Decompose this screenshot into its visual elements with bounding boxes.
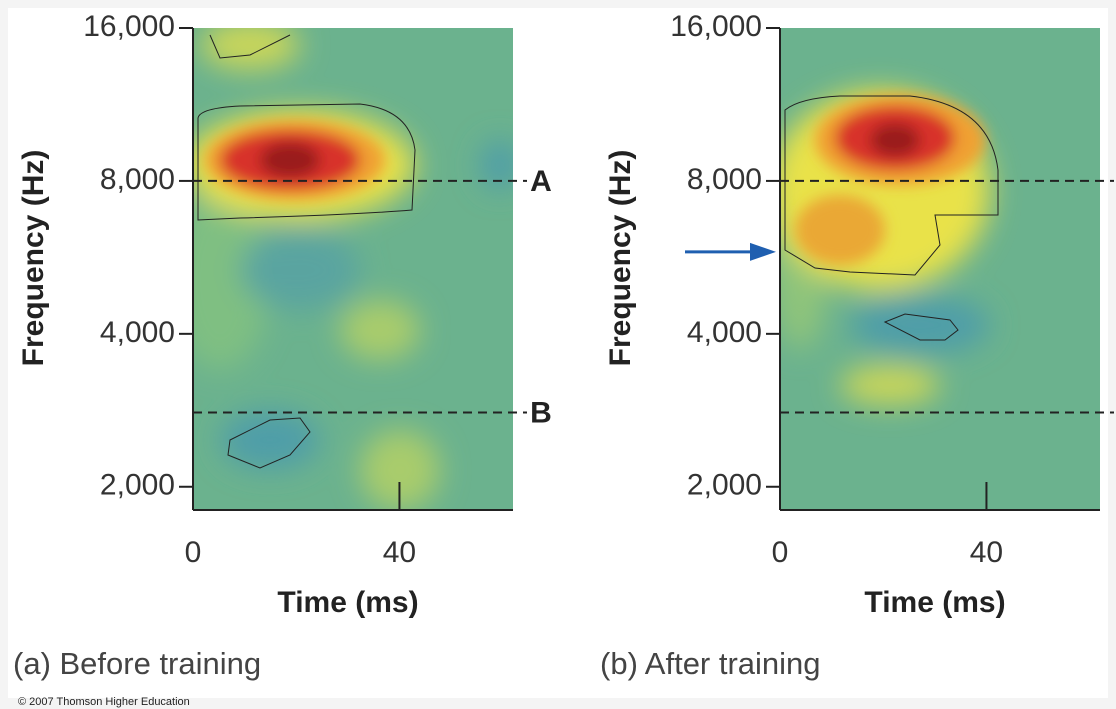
y-tick-label: 4,000	[687, 316, 762, 349]
y-tick-label: 8,000	[100, 163, 175, 196]
caption: (b) After training	[600, 646, 821, 681]
y-axis-title: Frequency (Hz)	[604, 150, 637, 367]
copyright: © 2007 Thomson Higher Education	[18, 696, 190, 708]
arrow-head	[750, 242, 776, 261]
y-tick-label: 8,000	[687, 163, 762, 196]
x-tick-label: 0	[772, 536, 789, 569]
x-tick-label: 40	[383, 536, 416, 569]
x-axis-title: Time (ms)	[277, 586, 418, 619]
y-tick-label: 16,000	[83, 10, 175, 43]
x-tick-label: 40	[970, 536, 1003, 569]
y-tick-label: 4,000	[100, 316, 175, 349]
x-tick-label: 0	[185, 536, 202, 569]
heatmap-b	[780, 28, 1100, 510]
x-axis-title: Time (ms)	[864, 586, 1005, 619]
y-tick-label: 16,000	[670, 10, 762, 43]
y-tick-label: 2,000	[687, 469, 762, 502]
reference-label: A	[530, 165, 552, 198]
y-axis-title: Frequency (Hz)	[17, 150, 50, 367]
heatmap-a	[193, 28, 513, 510]
y-tick-label: 2,000	[100, 469, 175, 502]
caption: (a) Before training	[13, 646, 261, 681]
reference-label: B	[530, 396, 552, 429]
